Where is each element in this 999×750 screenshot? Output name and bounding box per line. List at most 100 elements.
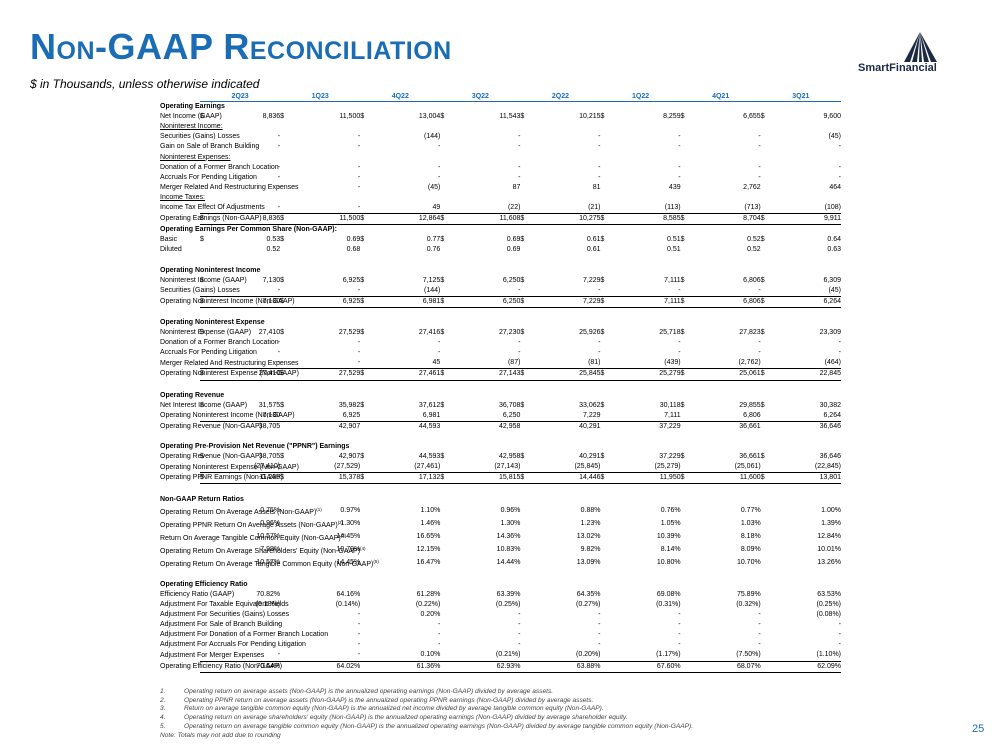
- currency-cell: $: [601, 235, 641, 245]
- label-text: Merger Related And Restructuring Expense…: [160, 359, 299, 367]
- value-cell: 9,600: [823, 113, 841, 121]
- value-cell: 8,704: [720, 213, 761, 226]
- table-row: [160, 307, 841, 318]
- currency-cell: [440, 183, 480, 193]
- value-cell: [721, 318, 761, 328]
- value-cell: [560, 495, 600, 505]
- row-label: [160, 570, 200, 580]
- table-row: Operating Revenue: [160, 391, 841, 401]
- value-cell: (0.25%): [495, 600, 521, 608]
- value-cell: [240, 432, 280, 442]
- value-cell: -: [598, 349, 601, 357]
- value-cell: [801, 318, 841, 328]
- value-cell: [801, 495, 841, 505]
- value-cell: [721, 122, 761, 132]
- currency-cell: $: [681, 235, 721, 245]
- currency-cell: [681, 183, 721, 193]
- currency-cell: [360, 432, 400, 442]
- currency-cell: [681, 102, 721, 113]
- label-text: Operating Earnings Per Common Share (Non…: [160, 225, 337, 233]
- value-cell: [320, 266, 360, 276]
- value-cell: 30,382: [819, 401, 841, 409]
- value-cell: -: [357, 173, 361, 181]
- label-text: Operating Noninterest Expense: [160, 319, 265, 327]
- value-cell: 0.76%: [660, 507, 681, 515]
- currency-cell: [360, 358, 400, 369]
- label-text: Noninterest Income (GAAP): [160, 276, 247, 284]
- currency-cell: [280, 432, 320, 442]
- table-row: [160, 432, 841, 442]
- currency-cell: [761, 348, 801, 358]
- value-cell: [480, 580, 520, 590]
- currency-cell: [360, 590, 400, 600]
- currency-cell: [761, 132, 801, 142]
- value-cell: -: [678, 621, 681, 629]
- currency-cell: [761, 544, 801, 557]
- footnote-text: Return on average tangible common equity…: [184, 705, 604, 713]
- currency-cell: [520, 484, 560, 495]
- row-label: Return On Average Tangible Common Equity…: [160, 531, 346, 544]
- currency-cell: [440, 557, 480, 570]
- row-label: Operating Noninterest Income (Non-GAAP): [160, 296, 295, 307]
- currency-symbol: $: [520, 236, 525, 244]
- currency-cell: [280, 245, 320, 255]
- value-cell: -: [277, 203, 281, 211]
- currency-cell: [360, 102, 400, 113]
- value-cell: 7,229: [560, 295, 601, 308]
- value-cell: 42,907: [320, 420, 361, 432]
- currency-symbol: $: [200, 370, 204, 378]
- value-cell: 6,655: [743, 113, 761, 121]
- currency-cell: [520, 650, 560, 661]
- currency-cell: [761, 640, 801, 650]
- value-cell: [560, 570, 600, 580]
- value-cell: -: [758, 133, 761, 141]
- currency-cell: [681, 193, 721, 203]
- value-cell: [480, 193, 520, 203]
- value-cell: [480, 484, 520, 495]
- currency-cell: [280, 102, 320, 113]
- currency-cell: [440, 307, 480, 318]
- currency-symbol: $: [280, 401, 285, 409]
- currency-cell: [761, 620, 801, 630]
- currency-cell: [280, 152, 320, 162]
- value-cell: [721, 391, 761, 401]
- currency-cell: $: [440, 295, 481, 308]
- value-cell: [320, 484, 360, 495]
- value-cell: 15,815: [480, 472, 521, 485]
- value-cell: -: [678, 133, 681, 141]
- currency-cell: [360, 420, 401, 432]
- value-cell: 6,806: [720, 295, 761, 308]
- value-cell: -: [598, 339, 601, 347]
- currency-cell: $: [761, 328, 801, 338]
- currency-symbol: $: [440, 474, 445, 482]
- currency-cell: $: [360, 112, 400, 122]
- currency-symbol: $: [280, 215, 285, 223]
- column-header-row: 2Q23 1Q23 4Q22 3Q22 2Q22 1Q22 4Q21 3Q21: [160, 91, 841, 102]
- value-cell: -: [357, 163, 361, 171]
- value-cell: -: [357, 359, 361, 367]
- row-label: Adjustment For Donation of a Former Bran…: [160, 630, 328, 640]
- row-label: Efficiency Ratio (GAAP): [160, 590, 234, 600]
- currency-cell: [360, 193, 400, 203]
- value-cell: -: [758, 143, 761, 151]
- currency-cell: $: [520, 368, 561, 381]
- label-text: Diluted: [160, 246, 182, 254]
- currency-symbol: $: [760, 370, 765, 378]
- currency-cell: [761, 102, 801, 113]
- currency-symbol: $: [360, 474, 365, 482]
- value-cell: [240, 255, 280, 265]
- row-label: Operating Efficiency Ratio (Non-GAAP): [160, 661, 282, 672]
- currency-cell: $: [280, 472, 321, 485]
- value-cell: [480, 442, 520, 452]
- value-cell: 0.96%: [500, 507, 521, 515]
- currency-cell: [360, 640, 400, 650]
- value-cell: 67.60%: [640, 660, 681, 673]
- value-cell: 40,291: [560, 420, 601, 432]
- label-text: Operating Efficiency Ratio (Non-GAAP): [160, 662, 283, 670]
- row-label: Merger Related And Restructuring Expense…: [160, 183, 299, 193]
- currency-cell: $: [520, 213, 561, 226]
- currency-symbol: $: [520, 474, 525, 482]
- currency-cell: $: [600, 295, 641, 308]
- value-cell: [400, 391, 440, 401]
